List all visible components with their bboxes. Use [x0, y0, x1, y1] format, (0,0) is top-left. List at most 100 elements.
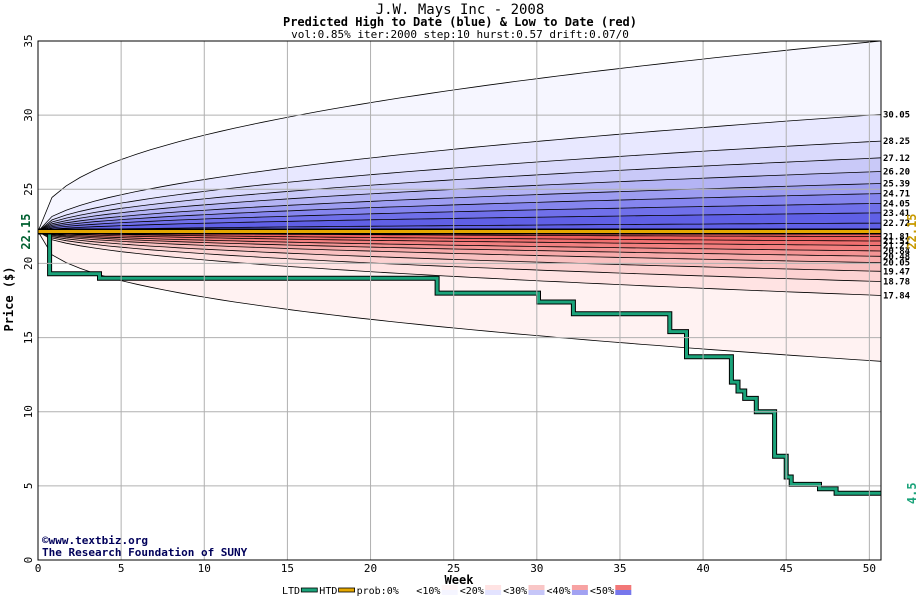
- legend-label: <10%: [416, 586, 440, 597]
- start-price-label-left: 22.15: [19, 213, 33, 249]
- legend-label: LTD: [282, 586, 300, 597]
- y-tick-label: 10: [22, 405, 35, 418]
- plot-area: 0 5 10 15 20 25 30 35 40 45 50 0 5 10 15 20 25 30 35 30.05 2…: [19, 34, 919, 575]
- credit-line-1: ©www.textbiz.org: [42, 534, 148, 547]
- band-end-label: 22.72: [883, 219, 910, 229]
- band-end-label: 30.05: [883, 110, 910, 120]
- chart-title: J.W. Mays Inc - 2008: [376, 2, 545, 18]
- y-tick-label: 0: [22, 557, 35, 564]
- x-tick-label: 5: [118, 562, 125, 575]
- band-end-label: 21.21: [883, 241, 910, 251]
- lower-prob-band: [38, 231, 881, 251]
- band-end-label: 25.39: [883, 180, 910, 190]
- y-axis-label: Price ($): [2, 266, 16, 331]
- upper-prob-band: [38, 114, 881, 232]
- legend-swatch-blue: [571, 590, 588, 595]
- band-end-label: 20.48: [883, 252, 910, 262]
- band-boundary-line: [38, 183, 881, 232]
- band-end-label: 20.05: [883, 259, 910, 269]
- legend-swatch-red: [615, 585, 632, 590]
- band-end-label: 27.12: [883, 154, 910, 164]
- y-tick-label: 15: [22, 331, 35, 344]
- upper-prob-band: [38, 203, 881, 232]
- x-tick-label: 40: [696, 562, 709, 575]
- lower-prob-band: [38, 231, 881, 272]
- legend-swatch-red: [528, 585, 545, 590]
- ltd-line: [38, 230, 881, 495]
- upper-prob-band: [38, 141, 881, 232]
- band-end-label: 28.25: [883, 137, 910, 147]
- upper-prob-band: [38, 212, 881, 232]
- legend-swatch-red: [571, 585, 588, 590]
- band-boundary-line: [38, 212, 881, 232]
- band-boundary-line: [38, 231, 881, 246]
- x-tick-label: 30: [530, 562, 543, 575]
- lower-prob-band: [38, 231, 881, 257]
- band-boundary-line: [38, 231, 881, 242]
- band-boundary-line: [38, 231, 881, 362]
- y-tick-label: 20: [22, 257, 35, 270]
- band-boundary-line: [38, 193, 881, 232]
- legend: LTD HTD prob:0% <10% <20% <30% <40% <50%: [282, 585, 632, 597]
- chart-subtitle: Predicted High to Date (blue) & Low to D…: [283, 15, 637, 29]
- x-tick-label: 50: [863, 562, 876, 575]
- legend-label: HTD: [319, 586, 337, 597]
- x-tick-label: 25: [447, 562, 460, 575]
- credit-line-2: The Research Foundation of SUNY: [42, 546, 248, 559]
- lower-prob-band: [38, 231, 881, 263]
- last-price-label-right: 4.5: [905, 482, 919, 504]
- band-boundary-line: [38, 231, 881, 282]
- upper-prob-band: [38, 157, 881, 232]
- band-boundary-line: [38, 203, 881, 232]
- legend-label: <20%: [460, 586, 484, 597]
- y-tick-label: 5: [22, 483, 35, 490]
- upper-prob-band: [38, 171, 881, 232]
- y-tick-label: 35: [22, 34, 35, 47]
- lower-prob-band: [38, 231, 881, 296]
- band-boundary-line: [38, 231, 881, 272]
- band-boundary-line: [38, 222, 881, 232]
- band-end-label: 23.41: [883, 209, 910, 219]
- band-end-label: 21.51: [883, 237, 910, 247]
- x-tick-label: 10: [198, 562, 211, 575]
- chart-params: vol:0.85% iter:2000 step:10 hurst:0.57 d…: [291, 28, 629, 41]
- legend-label: <50%: [590, 586, 614, 597]
- upper-prob-band: [38, 41, 881, 232]
- legend-swatch-blue: [485, 590, 502, 595]
- band-boundary-line: [38, 114, 881, 232]
- upper-prob-band: [38, 183, 881, 232]
- y-tick-label: 25: [22, 183, 35, 196]
- band-boundary-line: [38, 231, 881, 296]
- lower-prob-band: [38, 231, 881, 282]
- plot-clipped-group: [38, 41, 881, 496]
- band-boundary-line: [38, 231, 881, 264]
- upper-prob-band: [38, 193, 881, 232]
- band-boundary-line: [38, 231, 881, 257]
- band-boundary-line: [38, 140, 881, 232]
- band-end-label: 26.20: [883, 167, 910, 177]
- band-end-label: 19.47: [883, 267, 910, 277]
- band-boundary-line: [38, 157, 881, 232]
- band-boundary-line: [38, 231, 881, 252]
- band-end-label: 18.78: [883, 278, 910, 288]
- legend-swatch-red: [485, 585, 502, 590]
- band-boundary-line: [38, 41, 881, 232]
- legend-label: <30%: [503, 586, 527, 597]
- band-end-label: 20.84: [883, 247, 911, 257]
- x-tick-label: 0: [35, 562, 42, 575]
- x-tick-label: 20: [364, 562, 377, 575]
- band-end-label: 21.81: [883, 233, 910, 243]
- legend-swatch-red: [441, 585, 458, 590]
- legend-line-swatch: [338, 587, 356, 593]
- lower-prob-band: [38, 231, 881, 241]
- band-end-label: 24.05: [883, 199, 910, 209]
- legend-swatch-blue: [528, 590, 545, 595]
- legend-swatch: [400, 586, 415, 594]
- x-axis-label: Week: [445, 573, 475, 587]
- start-price-label-right: 22.15: [905, 213, 919, 249]
- y-tick-label: 30: [22, 109, 35, 122]
- plot-frame: [37, 40, 882, 561]
- legend-line-swatch: [300, 587, 318, 593]
- legend-label: prob:0%: [357, 586, 399, 597]
